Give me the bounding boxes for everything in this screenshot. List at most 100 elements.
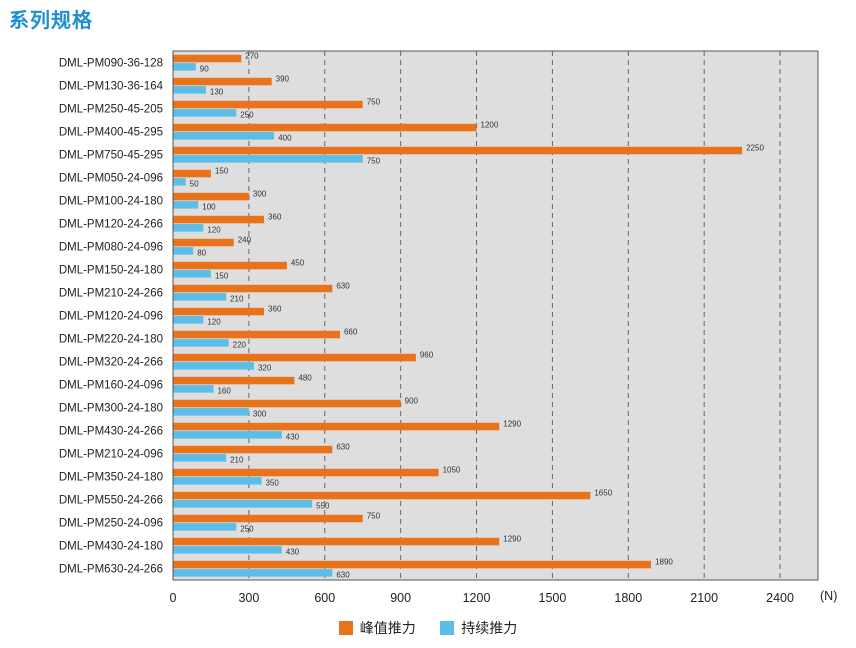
value-label-continuous: 130 xyxy=(210,88,224,97)
x-tick-label: 2100 xyxy=(690,591,718,605)
category-label: DML-PM150-24-180 xyxy=(59,265,163,277)
value-label-peak: 630 xyxy=(336,281,350,290)
x-tick-label: 1200 xyxy=(463,591,491,605)
bar-continuous xyxy=(173,408,249,416)
bar-peak xyxy=(173,491,591,500)
bar-peak xyxy=(173,123,477,132)
value-label-continuous: 550 xyxy=(316,502,330,511)
bar-continuous xyxy=(173,109,237,117)
bar-peak xyxy=(173,54,242,63)
bar-peak xyxy=(173,307,265,316)
bar-continuous xyxy=(173,362,254,370)
bar-continuous xyxy=(173,201,199,209)
value-label-peak: 1650 xyxy=(594,488,612,497)
category-label: DML-PM080-24-096 xyxy=(59,242,163,254)
value-label-peak: 360 xyxy=(268,304,282,313)
bar-continuous xyxy=(173,316,204,324)
value-label-peak: 240 xyxy=(238,235,252,244)
bar-peak xyxy=(173,77,272,86)
value-label-peak: 1290 xyxy=(503,419,521,428)
category-label: DML-PM090-36-128 xyxy=(59,58,163,70)
bar-peak xyxy=(173,399,401,408)
value-label-continuous: 210 xyxy=(230,295,244,304)
bar-continuous xyxy=(173,523,237,531)
bar-peak xyxy=(173,445,333,454)
bar-continuous xyxy=(173,500,313,508)
value-label-peak: 270 xyxy=(245,51,259,60)
value-label-continuous: 100 xyxy=(202,203,216,212)
value-label-peak: 300 xyxy=(253,189,267,198)
category-label: DML-PM250-45-205 xyxy=(59,104,163,116)
bar-continuous xyxy=(173,178,186,186)
bar-continuous xyxy=(173,546,282,554)
x-tick-label: 900 xyxy=(390,591,411,605)
bar-peak xyxy=(173,353,416,362)
value-label-continuous: 430 xyxy=(286,548,300,557)
bar-peak xyxy=(173,284,333,293)
value-label-peak: 1890 xyxy=(655,557,673,566)
value-label-continuous: 750 xyxy=(367,157,381,166)
category-label: DML-PM430-24-180 xyxy=(59,541,163,553)
legend-item-continuous: 持续推力 xyxy=(440,618,517,638)
value-label-peak: 1050 xyxy=(443,465,461,474)
value-label-continuous: 300 xyxy=(253,410,267,419)
category-label: DML-PM120-24-266 xyxy=(59,219,163,231)
category-label: DML-PM750-45-295 xyxy=(59,150,163,162)
x-tick-label: 1500 xyxy=(539,591,567,605)
category-label: DML-PM210-24-096 xyxy=(59,449,163,461)
bar-peak xyxy=(173,146,743,155)
bar-continuous xyxy=(173,569,333,577)
category-label: DML-PM400-45-295 xyxy=(59,127,163,139)
value-label-continuous: 150 xyxy=(215,272,229,281)
bar-continuous xyxy=(173,385,214,393)
bar-continuous xyxy=(173,293,227,301)
bar-continuous xyxy=(173,339,229,347)
category-label: DML-PM250-24-096 xyxy=(59,518,163,530)
value-label-continuous: 400 xyxy=(278,134,292,143)
x-tick-label: 1800 xyxy=(614,591,642,605)
value-label-peak: 660 xyxy=(344,327,358,336)
bar-peak xyxy=(173,100,363,109)
value-label-peak: 900 xyxy=(405,396,419,405)
chart-legend: 峰值推力 持续推力 xyxy=(0,618,856,639)
legend-swatch-peak xyxy=(338,621,353,635)
value-label-peak: 390 xyxy=(276,74,290,83)
value-label-continuous: 250 xyxy=(240,111,254,120)
value-label-peak: 480 xyxy=(298,373,312,382)
value-label-continuous: 630 xyxy=(336,571,350,580)
category-label: DML-PM550-24-266 xyxy=(59,495,163,507)
bar-continuous xyxy=(173,63,196,71)
bar-peak xyxy=(173,261,287,270)
bar-continuous xyxy=(173,477,262,485)
value-label-peak: 750 xyxy=(367,511,381,520)
value-label-continuous: 220 xyxy=(233,341,247,350)
bar-peak xyxy=(173,468,439,477)
x-unit-label: (N) xyxy=(820,589,837,603)
value-label-peak: 750 xyxy=(367,97,381,106)
value-label-peak: 1290 xyxy=(503,534,521,543)
value-label-continuous: 350 xyxy=(266,479,280,488)
bar-continuous xyxy=(173,155,363,163)
plot-border xyxy=(172,50,819,581)
value-label-peak: 2250 xyxy=(746,143,764,152)
bar-peak xyxy=(173,376,295,385)
bar-continuous xyxy=(173,132,275,140)
category-label: DML-PM210-24-266 xyxy=(59,288,163,300)
bar-continuous xyxy=(173,431,282,439)
value-label-continuous: 250 xyxy=(240,525,254,534)
value-label-continuous: 120 xyxy=(207,318,221,327)
category-label: DML-PM320-24-266 xyxy=(59,357,163,369)
bar-continuous xyxy=(173,454,227,462)
bar-peak xyxy=(173,330,340,339)
value-label-continuous: 50 xyxy=(190,180,199,189)
bar-peak xyxy=(173,422,500,431)
bar-peak xyxy=(173,192,249,201)
category-label: DML-PM160-24-096 xyxy=(59,380,163,392)
category-label: DML-PM100-24-180 xyxy=(59,196,163,208)
bar-peak xyxy=(173,537,500,546)
value-label-continuous: 160 xyxy=(217,387,231,396)
category-label: DML-PM350-24-180 xyxy=(59,472,163,484)
legend-label-peak: 峰值推力 xyxy=(359,621,416,637)
value-label-continuous: 80 xyxy=(197,249,206,258)
